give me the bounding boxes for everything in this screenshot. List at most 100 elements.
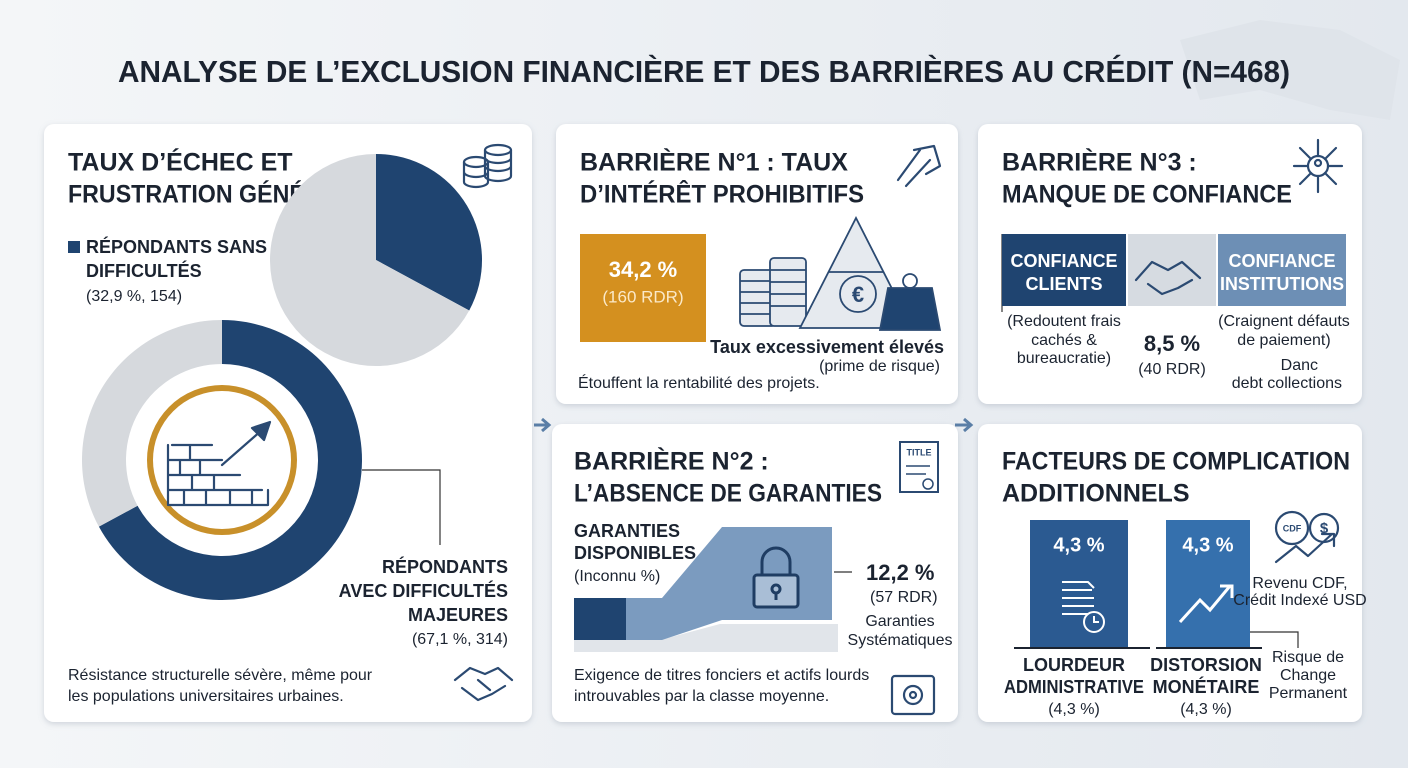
stat: 34,2 % (609, 257, 678, 282)
pie (269, 154, 482, 366)
certificate-icon (899, 441, 939, 493)
legend-detail: (32,9 %, 154) (86, 288, 182, 305)
note: introuvables par la classe moyenne. (574, 688, 829, 705)
factor-detail: (4,3 %) (1180, 701, 1232, 718)
currency-icon (1274, 510, 1340, 564)
factor-bar (1030, 520, 1128, 648)
connector (362, 469, 441, 545)
factor-label: MONÉTAIRE (1153, 676, 1260, 697)
note: Crédit Indexé USD (1233, 592, 1366, 609)
document-icon (1062, 581, 1105, 633)
dollar-sign: $ (1320, 520, 1329, 537)
card-title: D’INTÉRÊT PROHIBITIFS (580, 179, 864, 209)
stat: 8,5 % (1144, 331, 1200, 356)
box-label: CONFIANCE (1229, 251, 1336, 271)
hand-icon (896, 144, 942, 188)
base-band (574, 624, 838, 652)
box-label: INSTITUTIONS (1220, 274, 1344, 294)
label: GARANTIES (574, 521, 680, 541)
card-title: L’ABSENCE DE GARANTIES (574, 480, 882, 508)
factor-stat: 4,3 % (1182, 534, 1233, 556)
card-title: TAUX D’ÉCHEC ET (68, 148, 293, 177)
legend-swatch (68, 241, 80, 253)
card-title: FACTEURS DE COMPLICATION (1002, 448, 1350, 476)
note: Risque de (1272, 649, 1344, 666)
icon-label: CDF (1283, 523, 1302, 533)
note: cachés & (1031, 332, 1097, 349)
note: de paiement) (1237, 332, 1330, 349)
safe-icon (890, 674, 936, 716)
coins-icon (462, 143, 513, 189)
main-title: ANALYSE DE L’EXCLUSION FINANCIÈRE ET DES… (118, 54, 1290, 89)
trend-icon (1178, 584, 1234, 624)
note: Exigence de titres fonciers et actifs lo… (574, 667, 869, 684)
label-detail: (Inconnu %) (574, 568, 660, 585)
note: Résistance structurelle sévère, même pou… (68, 667, 373, 684)
legend-detail: (67,1 %, 314) (412, 631, 508, 648)
box-label: CLIENTS (1025, 274, 1102, 294)
pie-slice (376, 154, 482, 311)
donut (81, 319, 363, 600)
note: les populations universitaires urbaines. (68, 688, 344, 705)
legend-label: MAJEURES (408, 605, 508, 625)
guarantee-shape (626, 527, 832, 640)
note: (Craignent défauts (1218, 313, 1350, 330)
caption: Systématiques (848, 632, 953, 649)
icon-label: TITLE (907, 447, 932, 457)
legend-label: DIFFICULTÉS (86, 260, 202, 281)
note: Étouffent la rentabilité des projets. (578, 373, 820, 392)
handshake-icon (1134, 260, 1202, 296)
factor-label: LOURDEUR (1023, 655, 1125, 675)
handshake-icon (453, 666, 514, 702)
box-label: CONFIANCE (1011, 251, 1118, 271)
box-institutions (1218, 234, 1346, 306)
legend-label: AVEC DIFFICULTÉS (339, 580, 508, 601)
factor-label: DISTORSION (1150, 655, 1262, 675)
caption: Taux excessivement élevés (710, 337, 944, 357)
card-title: BARRIÈRE N°2 : (574, 447, 769, 476)
map-shape (1180, 20, 1400, 120)
network-icon (1292, 138, 1344, 194)
coins-illustration (739, 216, 942, 331)
factor-detail: (4,3 %) (1048, 701, 1100, 718)
card-title: BARRIÈRE N°3 : (1002, 148, 1197, 177)
factor-stat: 4,3 % (1053, 534, 1104, 556)
card-title: ADDITIONNELS (1002, 480, 1190, 508)
card-title: MANQUE DE CONFIANCE (1002, 181, 1292, 209)
arrow (534, 417, 552, 433)
connector (1250, 631, 1299, 648)
note: Revenu CDF, (1252, 575, 1347, 592)
available-block (574, 598, 626, 640)
note: Permanent (1269, 685, 1348, 702)
note: debt collections (1232, 375, 1342, 392)
factor-label: ADMINISTRATIVE (1004, 677, 1144, 697)
stat-detail: (57 RDR) (870, 589, 938, 606)
legend-label: RÉPONDANTS (382, 556, 508, 577)
caption: (prime de risque) (819, 358, 940, 375)
legend-label: RÉPONDANTS SANS (86, 236, 267, 257)
pie-slice (269, 154, 470, 366)
note: (Redoutent frais (1007, 313, 1121, 330)
card-title: BARRIÈRE N°1 : TAUX (580, 148, 848, 177)
note: Change (1280, 667, 1336, 684)
stat-box (580, 234, 706, 342)
donut-segment (81, 319, 222, 527)
caption: Garanties (865, 613, 934, 630)
note: bureaucratie) (1017, 350, 1111, 367)
donut-segment (98, 320, 363, 600)
euro-sign: € (852, 282, 864, 307)
arrow (955, 417, 974, 433)
box-middle (1128, 234, 1216, 306)
label: DISPONIBLES (574, 543, 696, 563)
factor-bar (1166, 520, 1250, 648)
stat-detail: (160 RDR) (602, 287, 683, 306)
stat: 12,2 % (866, 560, 935, 585)
note: Danc (1281, 357, 1318, 374)
stat-detail: (40 RDR) (1138, 361, 1206, 378)
box-clients (1002, 234, 1126, 306)
wall-icon (166, 420, 272, 507)
lock-icon (752, 546, 800, 609)
